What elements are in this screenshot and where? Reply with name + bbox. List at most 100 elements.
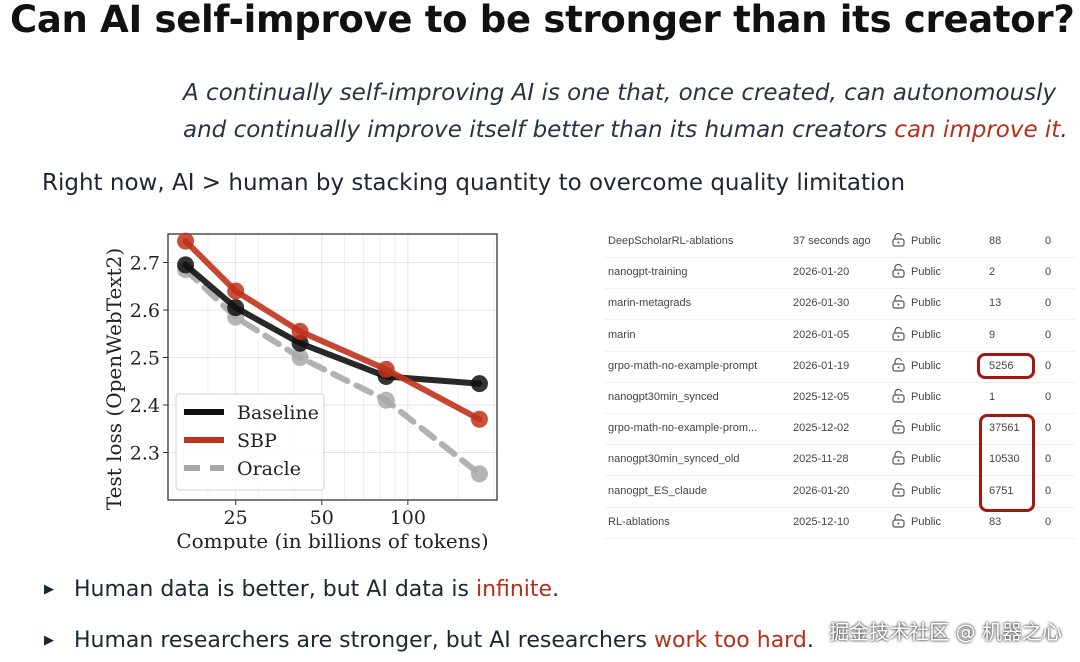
quote-line-2: and continually improve itself better th… [183, 117, 1068, 143]
run-count: 13 [989, 297, 1002, 310]
run-date: 2025-11-28 [793, 453, 849, 466]
quote-highlight: can improve it [894, 117, 1061, 143]
table-row[interactable]: nanogpt30min_synced 2025-12-05 Public 1 … [604, 382, 1076, 414]
unlock-icon [892, 294, 905, 312]
y-tick-label: 2.7 [130, 253, 160, 275]
run-date: 2026-01-30 [793, 297, 850, 310]
run-other: 0 [1045, 391, 1052, 403]
run-date: 2026-01-20 [793, 484, 850, 497]
run-count: 2 [989, 266, 996, 279]
y-tick-label: 2.3 [130, 443, 160, 465]
bullet-highlight: infinite [475, 577, 553, 602]
y-tick-label: 2.4 [130, 395, 160, 417]
table-row[interactable]: grpo-math-no-example-prompt 2026-01-19 P… [604, 351, 1076, 383]
visibility: Public [911, 297, 941, 310]
data-point-baseline [291, 334, 309, 352]
run-name[interactable]: marin-metagrads [608, 297, 692, 310]
x-axis-label: Compute (in billions of tokens) [176, 529, 488, 550]
table-row[interactable]: marin-metagrads 2026-01-30 Public 13 0 [604, 288, 1076, 321]
visibility: Public [911, 515, 941, 528]
data-point-baseline [177, 256, 195, 274]
quote-end: . [1060, 117, 1068, 143]
slide-subtitle: Right now, AI > human by stacking quanti… [42, 170, 906, 196]
table-row[interactable]: nanogpt30min_synced_old 2025-11-28 Publi… [604, 444, 1076, 477]
y-tick-label: 2.5 [130, 348, 160, 370]
visibility: Public [911, 453, 941, 466]
data-point-sbp [177, 232, 195, 250]
unlock-icon [892, 357, 905, 375]
table-row[interactable]: grpo-math-no-example-prom... 2025-12-02 … [604, 413, 1076, 446]
table-row[interactable]: nanogpt-training 2026-01-20 Public 2 0 [604, 257, 1076, 290]
run-count: 88 [989, 235, 1002, 247]
run-other: 0 [1045, 235, 1052, 247]
legend-label: Baseline [237, 402, 319, 424]
bullet-end: . [552, 577, 560, 602]
data-point-oracle [291, 349, 309, 366]
data-point-baseline [470, 375, 488, 393]
table-row[interactable]: nanogpt_ES_claude 2026-01-20 Public 6751… [604, 476, 1076, 508]
bullet-triangle-icon: ▶ [44, 633, 54, 648]
run-name[interactable]: marin [608, 328, 636, 341]
table-row[interactable]: DeepScholarRL-ablations 37 seconds ago P… [604, 226, 1076, 258]
table-row[interactable]: RL-ablations 2025-12-10 Public 83 0 [604, 507, 1076, 539]
run-name[interactable]: grpo-math-no-example-prom... [608, 422, 758, 435]
run-date: 37 seconds ago [793, 235, 871, 247]
run-date: 2025-12-10 [793, 515, 850, 528]
run-date: 2026-01-05 [793, 328, 850, 341]
run-count: 5256 [989, 359, 1014, 372]
visibility: Public [911, 422, 941, 435]
run-other: 0 [1045, 484, 1052, 497]
visibility: Public [911, 328, 941, 341]
unlock-icon [892, 263, 905, 281]
unlock-icon [892, 513, 905, 531]
data-point-oracle [377, 391, 395, 409]
unlock-icon [892, 326, 905, 344]
run-other: 0 [1045, 328, 1052, 341]
legend-label: Oracle [237, 458, 301, 480]
quote-line-1: A continually self-improving AI is one t… [183, 80, 1057, 106]
run-date: 2026-01-19 [793, 359, 850, 372]
run-name[interactable]: nanogpt_ES_claude [608, 484, 708, 497]
run-name[interactable]: DeepScholarRL-ablations [608, 235, 734, 247]
bullet-end: . [806, 628, 814, 653]
run-date: 2025-12-02 [793, 422, 850, 435]
bullet-text: Human data is better, but AI data is [74, 577, 476, 602]
run-count: 6751 [989, 484, 1014, 497]
run-other: 0 [1045, 297, 1052, 310]
unlock-icon [892, 388, 905, 406]
x-tick-label: 100 [390, 507, 426, 529]
run-name[interactable]: nanogpt-training [608, 266, 688, 279]
run-date: 2025-12-05 [793, 391, 850, 403]
bullet-2: ▶ Human researchers are stronger, but AI … [44, 628, 814, 653]
run-other: 0 [1045, 359, 1052, 372]
run-count: 83 [989, 515, 1002, 528]
data-point-sbp [227, 282, 245, 300]
data-point-baseline [227, 299, 245, 317]
unlock-icon [892, 232, 905, 250]
bullet-1: ▶ Human data is better, but AI data is in… [44, 577, 559, 602]
run-count: 10530 [989, 453, 1020, 466]
highlight-box-single [977, 353, 1035, 379]
quote-text: and continually improve itself better th… [183, 117, 895, 143]
unlock-icon [892, 482, 905, 500]
slide-title: Can AI self-improve to be stronger than … [10, 0, 1075, 41]
bullet-highlight: work too hard [653, 628, 807, 653]
loss-chart: 25 50 100 2.3 2.4 2.5 2.6 2.7 Baseline SBP Oracle C… [102, 232, 498, 550]
visibility: Public [911, 484, 941, 497]
run-other: 0 [1045, 453, 1052, 466]
run-name[interactable]: RL-ablations [608, 515, 670, 528]
run-name[interactable]: nanogpt30min_synced_old [608, 453, 740, 466]
y-axis-label: Test loss (OpenWebText2) [102, 248, 126, 510]
data-point-sbp [377, 360, 395, 378]
data-point-oracle [470, 465, 488, 483]
run-name[interactable]: nanogpt30min_synced [608, 391, 719, 403]
run-name[interactable]: grpo-math-no-example-prompt [608, 359, 758, 372]
x-tick-label: 25 [224, 507, 248, 529]
run-other: 0 [1045, 515, 1052, 528]
watermark: 掘金技术社区 @ 机器之心 [829, 620, 1062, 644]
data-point-sbp [291, 322, 309, 340]
run-other: 0 [1045, 422, 1052, 435]
y-tick-label: 2.6 [130, 300, 160, 322]
table-row[interactable]: marin 2026-01-05 Public 9 0 [604, 320, 1076, 352]
run-date: 2026-01-20 [793, 266, 850, 279]
